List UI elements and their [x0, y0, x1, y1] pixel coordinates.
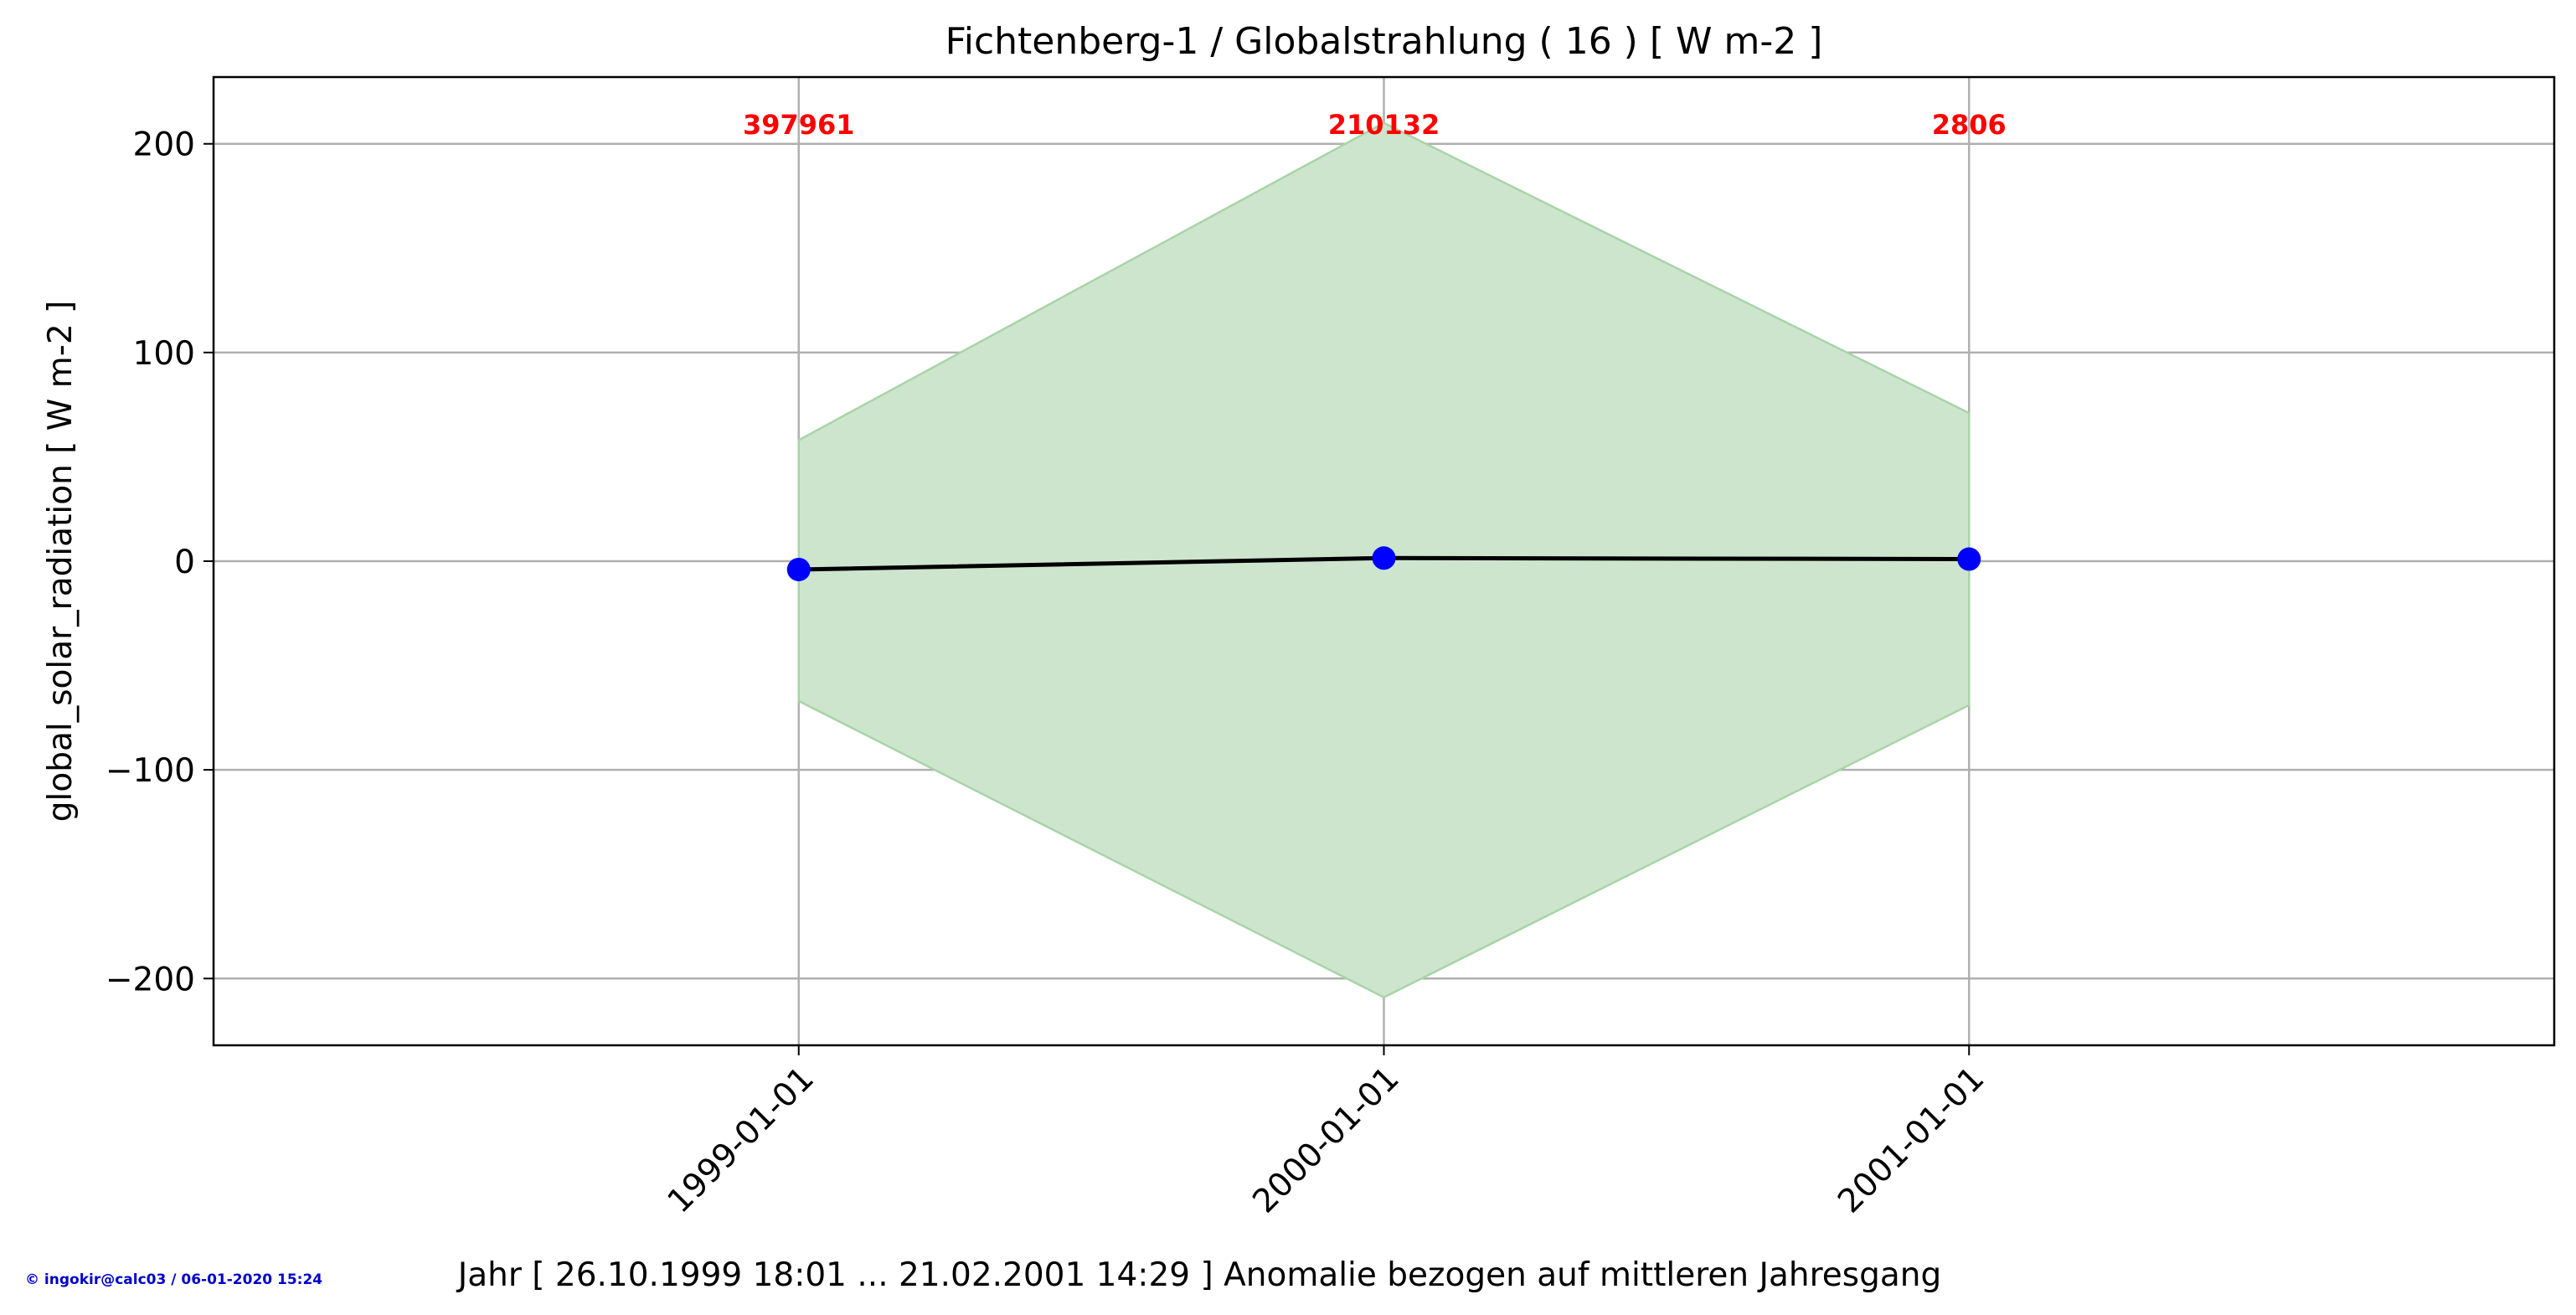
- y-tick-label: 200: [133, 126, 195, 164]
- data-point: [1957, 547, 1981, 571]
- data-point: [786, 557, 811, 581]
- copyright-text: © ingokir@calc03 / 06-01-2020 15:24: [25, 1271, 323, 1288]
- x-tick-label: 2000-01-01: [1245, 1060, 1406, 1220]
- y-tick-label: −200: [106, 961, 195, 998]
- y-tick-label: 0: [174, 544, 195, 581]
- y-tick-label: 100: [133, 335, 195, 373]
- x-tick-label: 1999-01-01: [661, 1060, 822, 1220]
- x-tick-label: 2001-01-01: [1831, 1060, 1991, 1220]
- count-annotation: 210132: [1328, 109, 1440, 141]
- annotation-layer: 397961 210132 2806: [743, 109, 2007, 141]
- data-point: [1372, 546, 1396, 570]
- count-annotation: 397961: [743, 109, 855, 141]
- chart-title: Fichtenberg-1 / Globalstrahlung ( 16 ) […: [945, 20, 1823, 63]
- y-tick-label: −100: [106, 752, 195, 790]
- count-annotation: 2806: [1932, 109, 2007, 141]
- y-axis-label: global_solar_radiation [ W m-2 ]: [42, 301, 80, 822]
- marker-layer: [786, 546, 1981, 581]
- x-axis-label: Jahr [ 26.10.1999 18:01 ... 21.02.2001 1…: [456, 1256, 1942, 1294]
